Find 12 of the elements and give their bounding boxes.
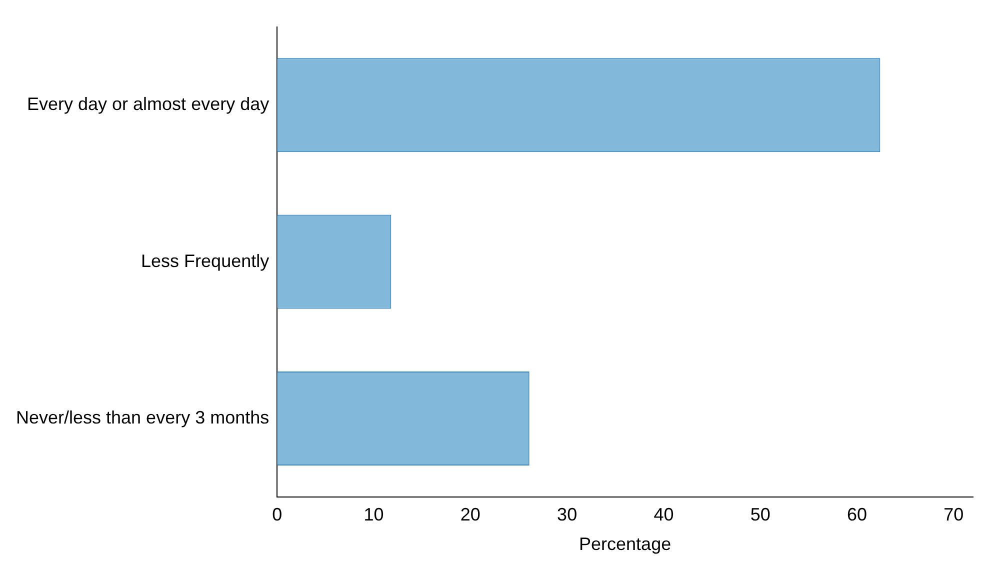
x-tick-label: 40	[654, 504, 674, 525]
x-tick-label: 20	[460, 504, 480, 525]
x-axis-title: Percentage	[579, 534, 672, 554]
x-tick-label: 60	[847, 504, 868, 525]
x-tick-label: 30	[557, 504, 578, 525]
x-tick-label: 70	[944, 504, 964, 525]
x-tick-label: 10	[364, 504, 384, 525]
x-tick-label: 50	[750, 504, 770, 525]
y-tick-label: Every day or almost every day	[27, 94, 270, 114]
y-tick-label: Never/less than every 3 months	[16, 407, 270, 428]
y-tick-label: Less Frequently	[141, 250, 270, 271]
x-tick-label: 0	[272, 504, 282, 525]
